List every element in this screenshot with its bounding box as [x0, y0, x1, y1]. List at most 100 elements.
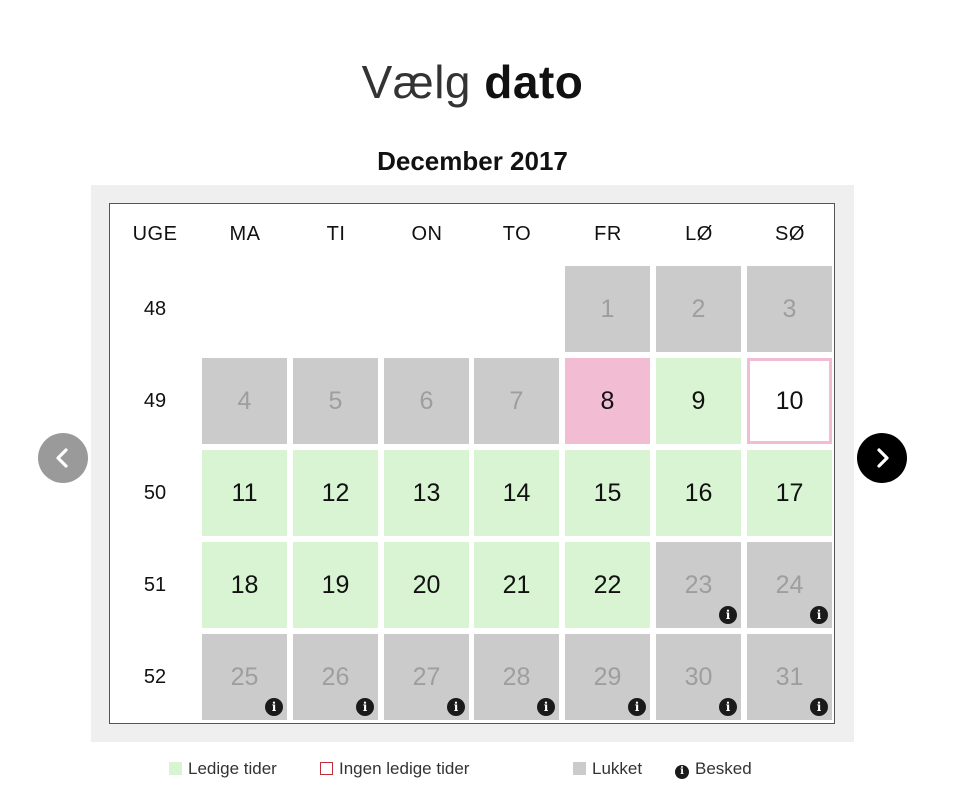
day-cell-closed: 24 i — [747, 542, 832, 628]
day-number: 25 — [230, 663, 259, 691]
day-number: 1 — [600, 295, 615, 323]
header-weekday: SØ — [775, 223, 805, 245]
day-cell-closed: 1 — [565, 266, 650, 352]
day-cell-available[interactable]: 21 — [474, 542, 559, 628]
info-icon[interactable]: i — [356, 698, 374, 716]
day-cell-closed: 4 — [202, 358, 287, 444]
header-week: UGE — [132, 223, 178, 245]
day-cell-closed: 23 i — [656, 542, 741, 628]
day-number: 23 — [684, 571, 713, 599]
info-icon[interactable]: i — [537, 698, 555, 716]
day-cell-closed: 5 — [293, 358, 378, 444]
day-number: 21 — [502, 571, 531, 599]
legend-none-swatch — [320, 762, 333, 775]
info-icon[interactable]: i — [628, 698, 646, 716]
day-cell-closed: 7 — [474, 358, 559, 444]
header-weekday: ON — [411, 223, 443, 245]
day-number: 28 — [502, 663, 531, 691]
day-cell-available[interactable]: 16 — [656, 450, 741, 536]
day-number: 9 — [691, 387, 706, 415]
day-number: 4 — [237, 387, 252, 415]
day-number: 26 — [321, 663, 350, 691]
day-number: 29 — [593, 663, 622, 691]
day-cell-available[interactable]: 14 — [474, 450, 559, 536]
legend-none: Ingen ledige tider — [320, 757, 469, 781]
day-cell-available[interactable]: 13 — [384, 450, 469, 536]
day-cell-available[interactable]: 15 — [565, 450, 650, 536]
day-number: 5 — [328, 387, 343, 415]
day-cell-closed: 31 i — [747, 634, 832, 720]
day-cell-selected[interactable]: 8 — [565, 358, 650, 444]
day-cell-available[interactable]: 18 — [202, 542, 287, 628]
info-icon[interactable]: i — [447, 698, 465, 716]
day-number: 24 — [775, 571, 804, 599]
day-cell-available[interactable]: 22 — [565, 542, 650, 628]
day-number: 8 — [600, 387, 615, 415]
legend-closed-label: Lukket — [592, 759, 643, 778]
next-month-button[interactable] — [857, 433, 907, 483]
chevron-left-icon — [56, 448, 68, 468]
day-number: 16 — [684, 479, 713, 507]
day-cell-none: 10 — [747, 358, 832, 444]
info-icon: i — [675, 765, 689, 779]
chevron-right-icon — [877, 448, 889, 468]
day-number: 12 — [321, 479, 350, 507]
day-number: 15 — [593, 479, 622, 507]
info-icon[interactable]: i — [719, 698, 737, 716]
day-cell-available[interactable]: 11 — [202, 450, 287, 536]
day-number: 14 — [502, 479, 531, 507]
legend-available: Ledige tider — [169, 757, 277, 781]
day-number: 6 — [419, 387, 434, 415]
week-number: 49 — [143, 390, 167, 412]
day-number: 30 — [684, 663, 713, 691]
legend-available-swatch — [169, 762, 182, 775]
day-cell-closed: 25 i — [202, 634, 287, 720]
day-cell-closed: 29 i — [565, 634, 650, 720]
day-cell-closed: 6 — [384, 358, 469, 444]
prev-month-button[interactable] — [38, 433, 88, 483]
day-number: 13 — [412, 479, 441, 507]
header-weekday: MA — [229, 223, 261, 245]
day-number: 7 — [509, 387, 524, 415]
header-weekday: TO — [502, 223, 532, 245]
week-number: 50 — [143, 482, 167, 504]
legend-available-label: Ledige tider — [188, 759, 277, 778]
header-weekday: FR — [594, 223, 622, 245]
week-number: 48 — [143, 298, 167, 320]
calendar-grid: UGE MA TI ON TO FR LØ SØ 48 1 2 3 49 4 5 6 7 8 9 10 50 11 12 1… — [109, 203, 835, 724]
page-title: Vælg dato — [0, 52, 945, 112]
day-cell-available[interactable]: 17 — [747, 450, 832, 536]
legend-info-label: Besked — [695, 759, 752, 778]
month-title: December 2017 — [377, 146, 568, 176]
day-number: 2 — [691, 295, 706, 323]
day-cell-available[interactable]: 12 — [293, 450, 378, 536]
info-icon[interactable]: i — [810, 698, 828, 716]
day-cell-closed: 27 i — [384, 634, 469, 720]
legend-closed-swatch — [573, 762, 586, 775]
legend: Ledige tider Ingen ledige tider Lukket i… — [0, 757, 963, 781]
legend-info: i Besked — [675, 757, 752, 781]
info-icon[interactable]: i — [810, 606, 828, 624]
day-number: 10 — [775, 387, 804, 415]
day-number: 3 — [782, 295, 797, 323]
day-cell-available[interactable]: 19 — [293, 542, 378, 628]
week-number: 52 — [143, 666, 167, 688]
day-number: 31 — [775, 663, 804, 691]
day-number: 17 — [775, 479, 804, 507]
info-icon[interactable]: i — [265, 698, 283, 716]
day-cell-available[interactable]: 20 — [384, 542, 469, 628]
day-number: 18 — [230, 571, 259, 599]
legend-none-label: Ingen ledige tider — [339, 759, 470, 778]
day-number: 19 — [321, 571, 350, 599]
header-weekday: LØ — [685, 223, 713, 245]
day-number: 22 — [593, 571, 622, 599]
info-icon[interactable]: i — [719, 606, 737, 624]
day-cell-closed: 3 — [747, 266, 832, 352]
day-cell-closed: 30 i — [656, 634, 741, 720]
calendar-frame: UGE MA TI ON TO FR LØ SØ 48 1 2 3 49 4 5 6 7 8 9 10 50 11 12 1… — [91, 185, 854, 742]
day-number: 20 — [412, 571, 441, 599]
day-number: 11 — [231, 479, 258, 507]
week-number: 51 — [143, 574, 167, 596]
day-cell-available[interactable]: 9 — [656, 358, 741, 444]
weekday-header-row: UGE MA TI ON TO FR LØ SØ — [110, 204, 834, 264]
